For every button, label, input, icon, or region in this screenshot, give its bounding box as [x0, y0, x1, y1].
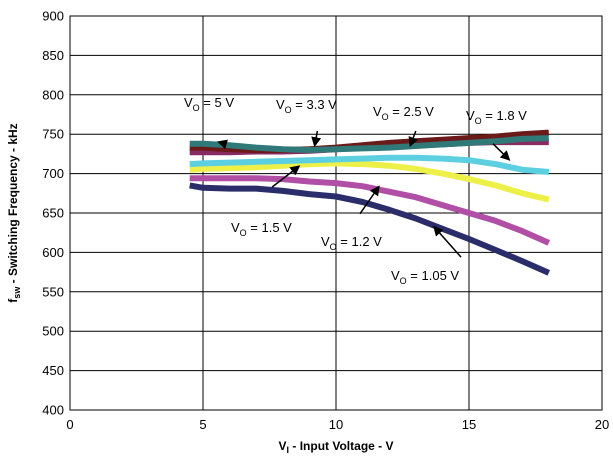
annotation-rest: = 2.5 V [389, 104, 434, 119]
y-axis-title-main: f [6, 298, 20, 303]
grid-lines [70, 16, 602, 410]
y-axis-title-sub: sw [12, 286, 22, 299]
annotation-rest: = 5 V [200, 95, 235, 110]
y-tick-label: 400 [42, 403, 64, 418]
series-line-6 [189, 129, 549, 153]
x-tick-label: 5 [199, 417, 206, 432]
y-tick-label: 750 [42, 127, 64, 142]
y-tick-label: 650 [42, 206, 64, 221]
annotation-label: VO = 2.5 V [373, 104, 434, 122]
y-tick-label: 500 [42, 324, 64, 339]
series-line-2 [189, 175, 551, 246]
annotation-sub: O [285, 105, 292, 115]
annotation-arrow [408, 130, 418, 148]
annotation-main: V [391, 268, 400, 283]
annotation-sub: O [382, 112, 389, 122]
annotation-rest: = 3.3 V [292, 97, 337, 112]
tick-labels: 0 5 10 15 20 400 450 500 550 600 650 700 750 800 850 90… [42, 9, 609, 433]
x-tick-label: 10 [329, 417, 343, 432]
y-tick-label: 450 [42, 363, 64, 378]
annotation-main: V [184, 95, 193, 110]
series-layer [189, 129, 551, 276]
annotation-main: V [466, 108, 475, 123]
annotation-label: VO = 1.8 V [466, 108, 527, 126]
annotation-label: VO = 3.3 V [276, 97, 337, 115]
annotation-sub: O [400, 276, 407, 286]
y-axis-title-rest: - Switching Frequency - kHz [6, 123, 20, 286]
annotation-arrow [492, 143, 511, 161]
annotation-main: V [373, 104, 382, 119]
annotation-main: V [321, 234, 330, 249]
annotation-arrow [311, 130, 322, 148]
y-axis-title: fsw - Switching Frequency - kHz [6, 123, 22, 302]
series-line-1 [189, 182, 551, 276]
x-tick-label: 0 [66, 417, 73, 432]
x-tick-label: 20 [595, 417, 609, 432]
annotation-layer: VO = 5 V VO = 3.3 V VO = 2.5 V VO = 1.8 VVO… [184, 95, 527, 286]
y-tick-label: 850 [42, 48, 64, 63]
annotation-arrow [217, 139, 229, 150]
annotation-arrow [433, 225, 462, 258]
annotation-label: VO = 5 V [184, 95, 234, 113]
annotation-main: V [231, 220, 240, 235]
annotation-arrow [359, 185, 380, 215]
y-tick-label: 900 [42, 9, 64, 24]
annotation-rest: = 1.2 V [337, 234, 382, 249]
annotation-label: VO = 1.5 V [231, 220, 292, 238]
y-tick-label: 700 [42, 166, 64, 181]
annotation-rest: = 1.8 V [482, 108, 527, 123]
x-axis-title-rest: - Input Voltage - V [289, 439, 393, 453]
annotation-sub: O [193, 103, 200, 113]
annotation-label: VO = 1.2 V [321, 234, 382, 252]
x-axis-title-main: V [279, 439, 287, 453]
series-line-3 [189, 160, 550, 203]
x-tick-label: 15 [462, 417, 476, 432]
series-line-7 [189, 135, 549, 153]
annotation-sub: O [240, 228, 247, 238]
y-tick-label: 550 [42, 284, 64, 299]
x-axis-title-sub: I [287, 445, 290, 455]
annotation-label: VO = 1.05 V [391, 268, 459, 286]
annotation-arrow [271, 165, 301, 188]
y-tick-label: 600 [42, 245, 64, 260]
series-line-4 [189, 154, 550, 175]
y-tick-label: 800 [42, 87, 64, 102]
annotation-rest: = 1.05 V [407, 268, 460, 283]
annotation-sub: O [330, 242, 337, 252]
annotation-main: V [276, 97, 285, 112]
annotation-sub: O [475, 116, 482, 126]
x-axis-title: VI - Input Voltage - V [279, 439, 394, 455]
annotation-rest: = 1.5 V [247, 220, 292, 235]
